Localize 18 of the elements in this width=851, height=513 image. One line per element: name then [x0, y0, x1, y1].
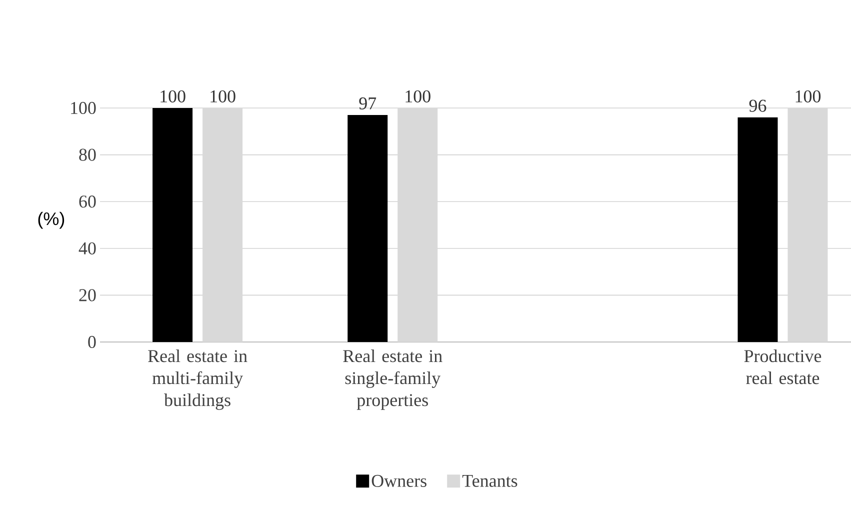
y-tick-label: 100	[71, 102, 96, 114]
y-tick-label: 60	[79, 196, 96, 208]
x-tick-label: Real estate in single-family properties	[343, 350, 442, 410]
data-label: 100	[160, 90, 186, 102]
data-label: 96	[749, 100, 766, 112]
y-tick-label: 0	[88, 336, 96, 348]
y-tick-label: 20	[79, 289, 96, 302]
data-label: 100	[210, 90, 236, 102]
legend-label: Owners	[372, 474, 426, 487]
data-label: 100	[406, 90, 430, 102]
x-tick-label: Real estate in multi-family buildings	[148, 350, 248, 410]
data-label: 100	[796, 90, 821, 102]
x-tick-label: Productive real estate	[744, 350, 822, 384]
y-tick-label: 80	[79, 148, 96, 161]
data-label: 97	[359, 97, 376, 110]
y-tick-label: 40	[78, 242, 96, 254]
y-axis-title: (%)	[38, 212, 64, 229]
legend-label: Tenants	[462, 474, 518, 487]
